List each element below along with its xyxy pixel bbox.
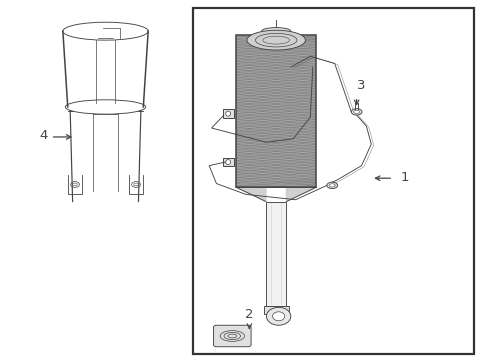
- Bar: [193, 8, 473, 354]
- Bar: [236, 35, 316, 187]
- Ellipse shape: [266, 307, 290, 325]
- Bar: [265, 202, 286, 306]
- Bar: [263, 306, 288, 315]
- FancyBboxPatch shape: [213, 325, 250, 347]
- Ellipse shape: [326, 182, 337, 189]
- Polygon shape: [236, 187, 265, 202]
- Bar: [236, 35, 316, 187]
- Text: 2: 2: [244, 308, 253, 321]
- Text: 1: 1: [400, 171, 408, 184]
- Bar: [223, 109, 233, 118]
- Text: 3: 3: [357, 79, 365, 92]
- Ellipse shape: [246, 30, 305, 50]
- Bar: [223, 158, 233, 166]
- Ellipse shape: [225, 159, 230, 165]
- Ellipse shape: [353, 110, 359, 113]
- Polygon shape: [286, 187, 316, 202]
- Ellipse shape: [329, 184, 334, 187]
- Ellipse shape: [350, 109, 361, 115]
- Ellipse shape: [225, 111, 230, 116]
- Ellipse shape: [261, 28, 290, 35]
- Ellipse shape: [272, 312, 284, 321]
- Text: 4: 4: [39, 129, 47, 143]
